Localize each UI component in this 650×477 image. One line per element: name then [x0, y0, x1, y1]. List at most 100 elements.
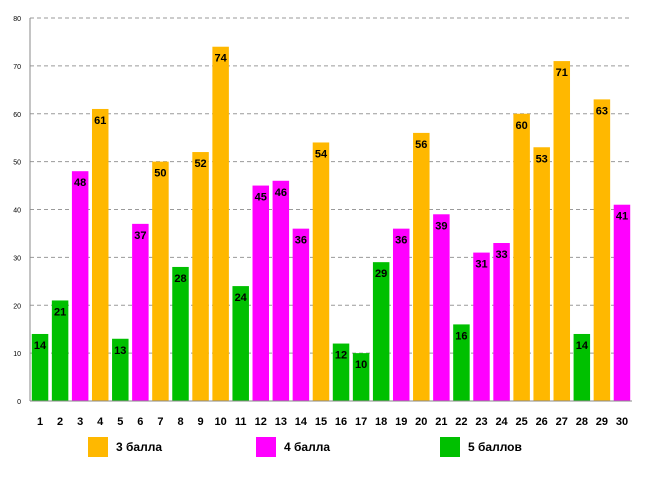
bar-13 [272, 180, 290, 401]
bar-value-label: 41 [616, 211, 628, 223]
bar-value-label: 61 [94, 115, 106, 127]
x-tick-label: 25 [516, 416, 528, 428]
x-tick-label: 8 [177, 416, 183, 428]
bar-value-label: 46 [275, 187, 287, 199]
bar-15 [312, 142, 330, 401]
bar-12 [252, 185, 270, 401]
bar-value-label: 31 [475, 259, 487, 271]
bar-4 [91, 108, 109, 402]
bar-value-label: 56 [415, 139, 427, 151]
bar-7 [152, 161, 169, 401]
legend-item-5: 5 баллов [440, 436, 522, 458]
bar-14 [292, 228, 310, 401]
legend-item-4: 4 балла [256, 436, 330, 458]
legend-item-3: 3 балла [88, 436, 162, 458]
bar-value-label: 52 [194, 158, 206, 170]
bar-27 [553, 61, 571, 402]
x-tick-label: 22 [455, 416, 467, 428]
bar-17 [352, 353, 370, 401]
bar-24 [493, 243, 510, 401]
x-tick-label: 5 [117, 416, 123, 428]
y-axis-ticks: 0 10 20 30 40 50 60 70 80 [13, 16, 21, 406]
bar-18 [372, 262, 390, 401]
bar-11 [232, 286, 249, 401]
x-tick-label: 20 [415, 416, 427, 428]
bar-26 [533, 147, 550, 401]
legend-swatch-4 [256, 437, 276, 457]
y-tick-label: 30 [13, 255, 21, 262]
x-tick-label: 24 [495, 416, 508, 428]
bar-22 [453, 324, 470, 401]
bar-29 [593, 99, 611, 401]
bar-10 [212, 46, 229, 401]
x-tick-label: 16 [335, 416, 347, 428]
bar-8 [172, 266, 189, 401]
bar-value-label: 28 [174, 273, 186, 285]
y-tick-label: 50 [13, 160, 21, 167]
data-labels: 14 21 48 61 13 37 50 28 52 74 24 45 46 36 54 12 10 29 36 56… [34, 53, 628, 371]
bar-value-label: 74 [215, 53, 228, 65]
x-tick-label: 29 [596, 416, 608, 428]
x-tick-label: 18 [375, 416, 387, 428]
bar-value-label: 48 [74, 177, 86, 189]
x-tick-label: 6 [137, 416, 143, 428]
y-tick-label: 80 [13, 16, 21, 23]
bar-20 [413, 132, 430, 401]
x-tick-label: 13 [275, 416, 287, 428]
bar-value-label: 36 [395, 235, 407, 247]
bar-value-label: 71 [556, 67, 568, 79]
bar-28 [573, 333, 591, 401]
bar-value-label: 24 [235, 292, 248, 304]
x-tick-label: 30 [616, 416, 628, 428]
bar-16 [332, 343, 350, 401]
bar-value-label: 37 [134, 230, 146, 242]
bar-3 [71, 171, 89, 401]
bar-value-label: 45 [255, 192, 267, 204]
bar-30 [613, 204, 631, 401]
x-tick-label: 1 [37, 416, 43, 428]
y-tick-label: 10 [13, 351, 21, 358]
x-tick-label: 12 [255, 416, 267, 428]
bar-value-label: 10 [355, 359, 367, 371]
x-tick-label: 9 [198, 416, 204, 428]
x-tick-label: 2 [57, 416, 63, 428]
bar-value-label: 14 [576, 340, 589, 352]
x-tick-label: 26 [536, 416, 548, 428]
bar-value-label: 53 [536, 153, 548, 165]
legend-label-4: 4 балла [284, 440, 331, 454]
bar-1 [31, 333, 49, 401]
y-tick-label: 0 [17, 399, 21, 406]
x-tick-label: 17 [355, 416, 367, 428]
bar-value-label: 29 [375, 268, 387, 280]
x-tick-label: 14 [295, 416, 308, 428]
bar-21 [433, 214, 450, 401]
bar-9 [192, 152, 209, 401]
x-tick-label: 23 [475, 416, 487, 428]
bar-value-label: 36 [295, 235, 307, 247]
legend-label-3: 3 балла [116, 440, 163, 454]
bar-value-label: 60 [516, 120, 528, 132]
x-axis-ticks: 1 2 3 4 5 6 7 8 9 10 11 12 13 14 15 16 17 18 19 20 21 22 23 24 2… [37, 416, 628, 428]
bar-value-label: 33 [495, 249, 507, 261]
x-tick-label: 28 [576, 416, 588, 428]
bar-value-label: 63 [596, 105, 608, 117]
bar-2 [51, 300, 69, 401]
x-tick-label: 19 [395, 416, 407, 428]
x-tick-label: 10 [215, 416, 227, 428]
y-tick-label: 60 [13, 112, 21, 119]
x-tick-label: 27 [556, 416, 568, 428]
legend-label-5: 5 баллов [468, 440, 522, 454]
bar-value-label: 50 [154, 168, 166, 180]
y-tick-label: 70 [13, 64, 21, 71]
y-tick-label: 20 [13, 303, 21, 310]
bar-6 [132, 223, 149, 401]
bar-23 [473, 252, 490, 401]
x-tick-label: 15 [315, 416, 327, 428]
legend-swatch-3 [88, 437, 108, 457]
bar-5 [112, 338, 129, 401]
bar-value-label: 12 [335, 350, 347, 362]
bar-value-label: 14 [34, 340, 47, 352]
bar-value-label: 13 [114, 345, 126, 357]
bar-value-label: 16 [455, 330, 467, 342]
bar-value-label: 54 [315, 148, 328, 160]
